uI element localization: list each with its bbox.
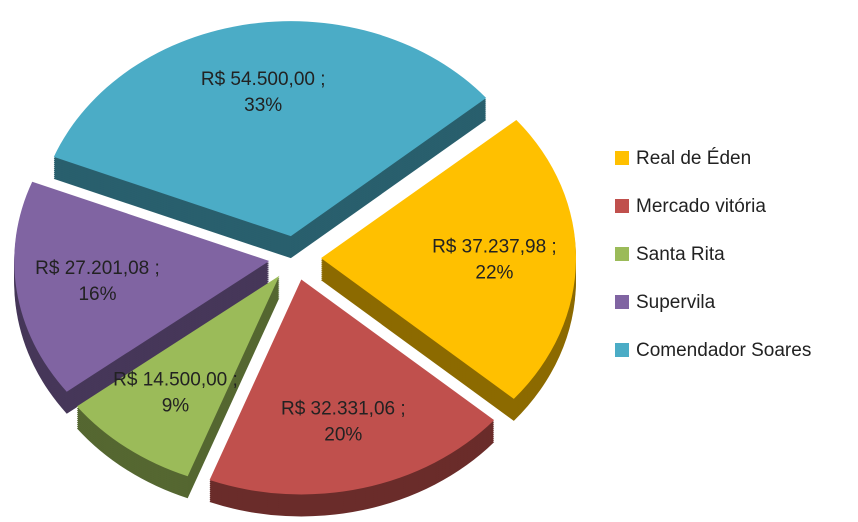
percent-label: 22% [475,262,513,283]
value-label: R$ 14.500,00 ; [113,370,238,391]
legend-label: Comendador Soares [636,340,811,361]
legend-label: Mercado vitória [636,196,766,217]
value-label: R$ 27.201,08 ; [35,258,160,279]
slice [209,279,495,495]
pie [14,21,576,517]
slice [14,181,270,392]
percent-label: 20% [324,424,362,445]
legend-label: Supervila [636,292,716,313]
value-label: R$ 54.500,00 ; [201,69,326,90]
value-label: R$ 32.331,06 ; [281,398,406,419]
legend-swatch [615,295,629,309]
legend-swatch [615,151,629,165]
legend-swatch [615,199,629,213]
percent-label: 9% [162,396,190,417]
legend-swatch [615,343,629,357]
legend-label: Santa Rita [636,244,725,265]
legend-swatch [615,247,629,261]
slice [320,119,576,399]
slice [53,21,487,237]
legend-label: Real de Éden [636,148,751,169]
value-label: R$ 37.237,98 ; [432,236,557,257]
percent-label: 16% [78,284,116,305]
slice [76,275,280,477]
percent-label: 33% [244,95,282,116]
